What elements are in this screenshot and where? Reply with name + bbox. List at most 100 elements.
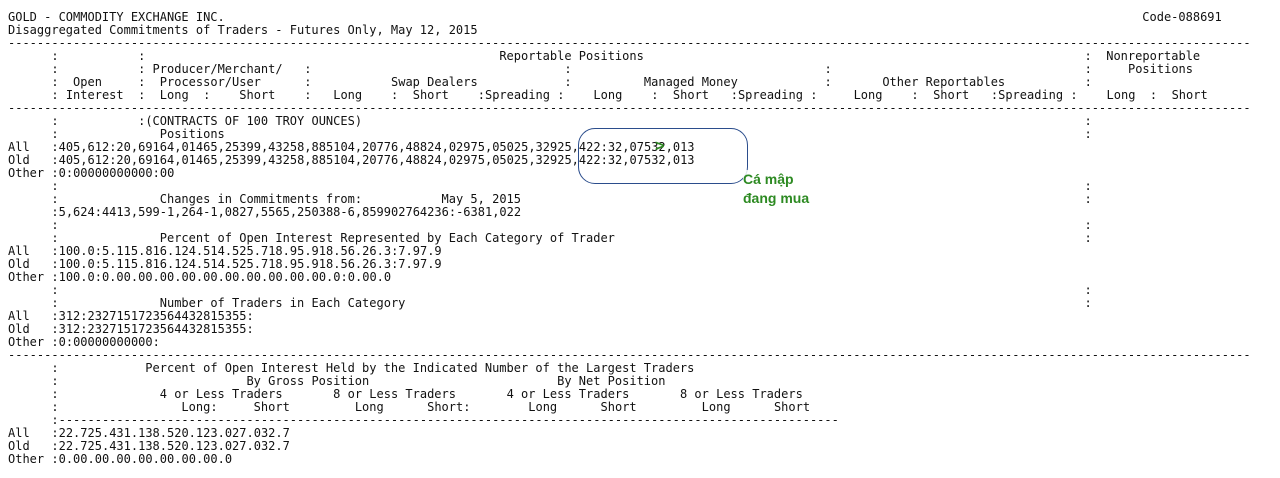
cell: 6.3 — [369, 257, 392, 271]
section-line: : Number of Traders in Each Category : — [51, 296, 1092, 310]
cell: -1,082 — [203, 205, 247, 219]
cell: 23 — [87, 322, 102, 336]
row-label: Other — [8, 335, 45, 349]
short-header: Short — [239, 88, 276, 102]
cell: 53 — [217, 309, 233, 323]
cell: 22.7 — [58, 439, 88, 453]
long-header: Long — [159, 88, 189, 102]
cell: 6.2 — [347, 257, 370, 271]
percent-label: Percent of Open Interest Represented by … — [159, 231, 615, 245]
cell: 388 — [318, 205, 341, 219]
section-line: : Long: Short Long Short: Long Short Lon… — [51, 400, 811, 414]
producer-header: Producer/Merchant/ — [152, 62, 283, 76]
rule-line: ----------------------------------------… — [8, 101, 1251, 115]
section-line: : 4 or Less Traders 8 or Less Traders 4 … — [51, 387, 803, 401]
long-label: Long: — [181, 400, 218, 414]
cell: 99,432 — [246, 140, 290, 154]
cell: 0.0 — [58, 452, 81, 466]
cell: 0.0 — [145, 270, 168, 284]
cell: 0 — [130, 166, 139, 180]
cell: 99,432 — [246, 153, 290, 167]
row-label: All — [8, 426, 30, 440]
cell: 18.9 — [268, 244, 298, 258]
long-label: Long — [354, 400, 384, 414]
cell: 20,691 — [116, 153, 160, 167]
four-traders-label: 4 or Less Traders — [506, 387, 630, 401]
cell: 6.2 — [347, 244, 370, 258]
cell: 27.0 — [232, 426, 261, 440]
subtitle-line: Disaggregated Commitments of Traders - F… — [8, 24, 478, 37]
section-line: : Positions : — [51, 127, 1092, 141]
cell: 56 — [159, 309, 175, 323]
cell: 5,250 — [282, 205, 319, 219]
cell: 0 — [73, 166, 81, 180]
cell: 44 — [174, 322, 189, 336]
traders-row-all: All :312:2327151723564432815355: — [8, 309, 254, 323]
cell: 0.0 — [145, 452, 168, 466]
traders-row-old: Old :312:2327151723564432815355: — [8, 322, 254, 336]
other-reportables-header: Other Reportables — [882, 75, 1006, 89]
short-header: Short — [672, 88, 710, 102]
cell: 0.0 — [253, 270, 276, 284]
cell: 0 — [138, 166, 146, 180]
row-label: Old — [8, 257, 30, 271]
short-label: Short — [253, 400, 290, 414]
cell: 0 — [123, 335, 131, 349]
cell: 17 — [130, 322, 146, 336]
cell: 32,013 — [651, 153, 695, 167]
by-gross-label: By Gross Position — [246, 374, 370, 388]
cell: 18.5 — [318, 257, 348, 271]
cell: 25.7 — [239, 257, 269, 271]
cell: -6,859 — [340, 205, 384, 219]
cell: 0 — [167, 166, 175, 180]
cell: 16.1 — [152, 257, 182, 271]
cell: 0.0 — [210, 270, 233, 284]
section-line: : Percent of Open Interest Represented b… — [51, 231, 1092, 245]
cell: 23.0 — [203, 426, 233, 440]
cell: 31.1 — [116, 426, 146, 440]
cell: 0.0 — [210, 452, 233, 466]
cell: 0.0 — [123, 270, 146, 284]
cell: 23 — [145, 322, 160, 336]
cell: 3,599 — [123, 205, 160, 219]
cell: 22.7 — [58, 426, 88, 440]
cell: 38.5 — [145, 439, 175, 453]
cell: 58,885 — [289, 140, 334, 154]
cell: 0.0 — [80, 452, 102, 466]
cell: 0 — [58, 335, 66, 349]
percent-row-all: All :100.0:5.115.816.124.514.525.718.95.… — [8, 244, 442, 258]
cell: 32,013 — [651, 140, 695, 154]
cell: 23.0 — [203, 439, 233, 453]
cell: 104,207 — [333, 140, 384, 154]
cell: 56 — [159, 322, 175, 336]
cell: 32 — [188, 322, 204, 336]
spreading-header: Spreading — [484, 88, 551, 102]
cell: 0 — [94, 166, 102, 180]
by-net-label: By Net Position — [557, 374, 666, 388]
cell: 7,556 — [246, 205, 283, 219]
cell: 104,207 — [333, 153, 384, 167]
cell: 5.9 — [297, 257, 319, 271]
cell: 0 — [80, 166, 88, 180]
largest-row-other: Other :0.00.00.00.00.00.00.00.0 — [8, 452, 233, 466]
long-header: Long — [593, 88, 623, 102]
header-line-3: : Open : Processor/User : Swap Dealers :… — [51, 75, 1092, 89]
short-header: Short — [412, 88, 449, 102]
cell: 405,612 — [58, 140, 110, 154]
cell: 16.1 — [152, 244, 182, 258]
long-header: Long — [333, 88, 363, 102]
open-header: Open — [73, 75, 102, 89]
spacer-line: : : — [51, 218, 1092, 232]
cell: 58,885 — [289, 153, 334, 167]
cell: 18.5 — [318, 244, 348, 258]
four-traders-label: 4 or Less Traders — [159, 387, 283, 401]
cell: 75,050 — [470, 140, 514, 154]
cell: 6.3 — [369, 244, 392, 258]
cell: 0 — [58, 166, 66, 180]
cell: 32,075 — [607, 153, 652, 167]
row-label: Old — [8, 322, 30, 336]
cell: 0.0 — [167, 452, 189, 466]
long-label: Long — [701, 400, 731, 414]
cell: 75,050 — [470, 153, 514, 167]
row-label: All — [8, 244, 30, 258]
